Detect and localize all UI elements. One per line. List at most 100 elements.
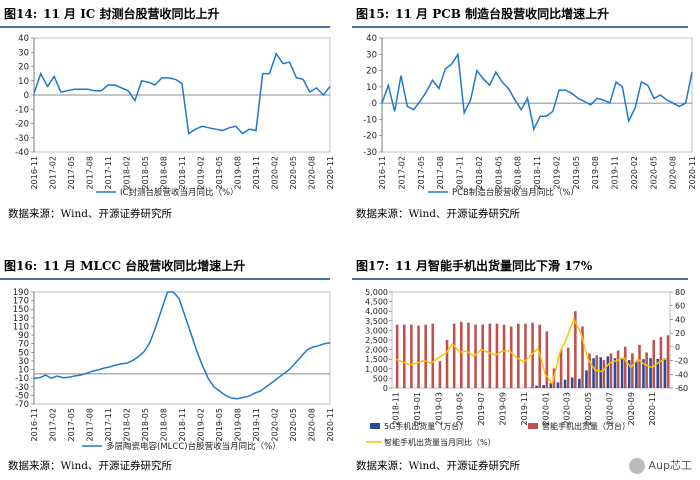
bar-5g: [592, 358, 595, 388]
bar-smartphone: [474, 324, 477, 388]
x-tick-label: 2018-11: [392, 392, 401, 425]
y-tick-label: 0: [372, 99, 377, 109]
x-tick-label: 2017-05: [417, 156, 426, 189]
x-tick-label: 2018-08: [160, 156, 169, 189]
x-tick-label: 2017-08: [86, 408, 95, 441]
bar-smartphone: [395, 324, 399, 388]
bar-5g: [542, 385, 545, 388]
y-tick-label: 10: [366, 83, 377, 93]
y-tick-label: 4,500: [365, 298, 388, 307]
x-tick-label: 2019-05: [456, 392, 465, 425]
bar-smartphone: [638, 344, 641, 388]
fig-number: 图14:: [4, 7, 38, 21]
y-tick-label: -20: [15, 120, 29, 130]
bar-smartphone: [631, 353, 634, 388]
y-tick-label: 40: [18, 34, 29, 44]
y-tick-label: 500: [373, 374, 388, 383]
y2-tick-label: -40: [675, 370, 688, 379]
series-line: [381, 52, 693, 132]
bar-smartphone: [652, 340, 656, 388]
y-tick-label: -10: [15, 105, 29, 115]
bar-smartphone: [410, 324, 413, 388]
x-tick-label: 2018-08: [160, 408, 169, 441]
y-tick-label: 20: [366, 67, 377, 77]
panel-title: 图14: 11 月 IC 封测台股营收同比上升: [0, 2, 330, 28]
legend-label: 5G手机出货量（万台）: [384, 421, 467, 431]
y-tick-label: 40: [366, 34, 377, 44]
y-tick-label: 2,000: [365, 346, 388, 355]
x-tick-label: 2017-02: [397, 156, 406, 189]
panel-title: 图15: 11 月 PCB 制造台股营收同比增速上升: [352, 2, 688, 28]
watermark: Aup芯工: [628, 457, 692, 474]
x-tick-label: 2019-08: [234, 156, 243, 189]
y-tick-label: 3,500: [365, 317, 388, 326]
bar-smartphone: [452, 323, 456, 388]
bar-smartphone: [438, 361, 442, 388]
x-tick-label: 2020-11: [326, 156, 335, 189]
y2-tick-label: -60: [675, 384, 688, 393]
chart-pcb: -30 -20 -10 0 10 20 30 40 2016-11 2017-02 2017-05 2…: [363, 34, 697, 198]
bar-5g: [599, 357, 602, 388]
x-tick-label: 2020-02: [271, 156, 280, 189]
bar-smartphone: [517, 323, 520, 388]
bar-5g: [585, 370, 588, 388]
source-note: 数据来源：Wind、开源证券研究所: [356, 460, 520, 472]
x-tick-label: 2016-11: [378, 156, 387, 189]
y2-tick-label: 80: [675, 288, 685, 297]
x-tick-label: 2017-02: [49, 156, 58, 189]
y-tick-label: -10: [15, 374, 29, 384]
x-tick-label: 2018-05: [494, 156, 503, 189]
bar-smartphone: [659, 337, 663, 388]
wechat-icon: [628, 458, 645, 474]
x-tick-label: 2018-08: [514, 156, 523, 189]
bar-smartphone: [481, 324, 484, 388]
legend-label: PCB制造台股营收当月同比（%）: [452, 187, 579, 198]
y-tick-label: 90: [18, 331, 29, 341]
y2-tick-label: 60: [675, 302, 685, 311]
bar-smartphone: [616, 350, 620, 388]
bar-smartphone: [574, 311, 577, 388]
series-line: [33, 291, 331, 400]
x-tick-label: 2019-08: [591, 156, 600, 189]
x-tick-label: 2018-11: [178, 408, 187, 441]
bar-5g: [563, 379, 567, 388]
y-tick-label: -30: [15, 383, 29, 393]
bar-smartphone: [602, 360, 606, 388]
y-tick-label: 2,500: [365, 336, 388, 345]
panel-fig14: 图14: 11 月 IC 封测台股营收同比上升 -40 -30 -20 -10 0 10 20…: [0, 0, 342, 232]
x-tick-label: 2018-05: [141, 408, 150, 441]
watermark-text: Aup芯工: [648, 459, 692, 472]
x-tick-label: 2020-03: [563, 392, 572, 425]
bar-smartphone: [424, 324, 427, 388]
bar-5g: [606, 356, 610, 388]
bar-5g: [663, 358, 667, 388]
y-tick-label: 0: [24, 91, 29, 101]
bar-smartphone: [445, 340, 449, 388]
fig-number: 图15:: [356, 7, 390, 21]
bar-5g: [649, 358, 652, 388]
x-tick-label: 2017-08: [436, 156, 445, 189]
x-tick-label: 2020-08: [669, 156, 678, 189]
bar-5g: [578, 378, 581, 388]
y-tick-label: 1,000: [365, 365, 388, 374]
x-tick-label: 2020-09: [627, 392, 636, 425]
x-tick-label: 2019-09: [498, 392, 507, 425]
y2-tick-label: 0: [675, 343, 680, 352]
bar-smartphone: [502, 324, 506, 388]
bar-5g: [556, 382, 560, 388]
legend-swatch: [370, 423, 380, 429]
bar-smartphone: [559, 349, 563, 388]
bar-smartphone: [460, 321, 463, 388]
fig-number: 图16:: [4, 259, 38, 273]
legend-swatch: [528, 423, 538, 429]
panel-title: 图16: 11 月 MLCC 台股营收同比增速上升: [0, 254, 330, 280]
x-tick-label: 2019-01: [413, 392, 422, 425]
y-tick-label: 0: [383, 384, 388, 393]
y2-tick-label: 20: [675, 329, 685, 338]
fig-title: 11 月 MLCC 台股营收同比增速上升: [43, 259, 246, 273]
bar-smartphone: [524, 323, 527, 388]
y-tick-label: -50: [15, 391, 29, 401]
chart-smartphone: 05001,0001,5002,0002,5003,0003,5004,0004…: [365, 288, 688, 447]
bar-smartphone: [531, 322, 534, 388]
